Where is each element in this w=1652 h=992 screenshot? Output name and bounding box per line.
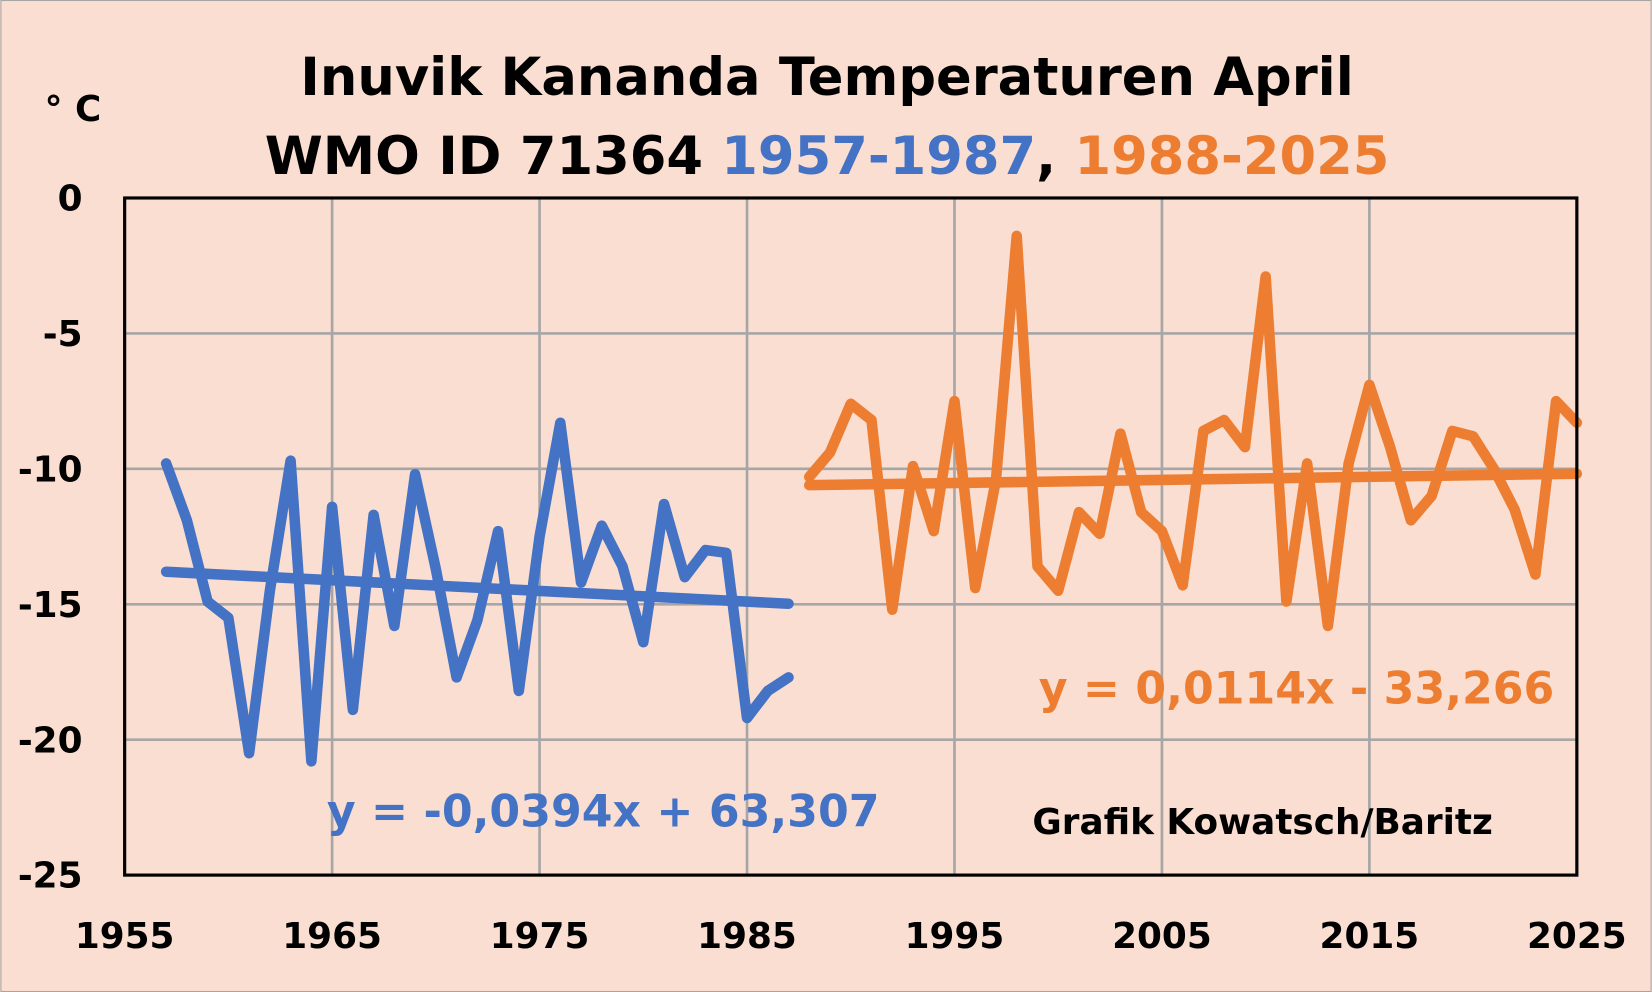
data-point xyxy=(369,510,378,520)
data-point xyxy=(1510,505,1519,514)
y-tick-label: -15 xyxy=(18,585,83,626)
data-point xyxy=(1282,597,1291,606)
data-point xyxy=(763,686,772,696)
tick-labels: 1955 1965 1975 1985 1995 2005 2015 2025 0 -5 -10 -1… xyxy=(18,179,1627,957)
data-point xyxy=(618,562,627,571)
data-point xyxy=(929,526,938,536)
data-point xyxy=(1240,442,1250,452)
x-tick-label: 1975 xyxy=(490,916,590,957)
data-point xyxy=(1323,621,1333,631)
credit-text: Grafik Kowatsch/Baritz xyxy=(1032,802,1492,843)
data-point xyxy=(701,545,710,555)
data-point xyxy=(1406,516,1416,525)
data-point xyxy=(1365,380,1374,390)
data-point xyxy=(182,516,192,525)
y-tick-label: -25 xyxy=(18,856,83,897)
data-point xyxy=(1551,396,1561,406)
data-point xyxy=(1261,272,1270,281)
x-tick-label: 1985 xyxy=(697,916,797,957)
data-point xyxy=(265,586,275,595)
data-point xyxy=(493,526,503,536)
series xyxy=(160,230,1583,767)
data-point xyxy=(950,396,959,406)
data-point xyxy=(452,673,461,682)
x-tick-label: 1955 xyxy=(75,916,175,957)
data-point xyxy=(1219,415,1229,425)
series-line-2 xyxy=(803,230,1583,632)
x-tick-label: 1965 xyxy=(282,916,382,957)
plot-frame xyxy=(123,196,1579,877)
data-point xyxy=(888,605,897,614)
data-point xyxy=(576,578,586,587)
data-point xyxy=(1385,442,1395,452)
y-axis-label: ° C xyxy=(45,89,102,130)
data-point xyxy=(307,757,316,766)
data-point xyxy=(1531,570,1540,579)
data-point xyxy=(535,532,544,541)
data-point xyxy=(825,448,835,457)
data-point xyxy=(203,597,212,606)
data-point xyxy=(867,415,876,425)
data-point xyxy=(556,418,565,427)
data-point xyxy=(846,399,855,409)
chart-title-line2: WMO ID 71364 1957-1987, 1988-2025 xyxy=(265,126,1390,187)
data-point xyxy=(971,583,980,593)
data-point xyxy=(514,686,524,696)
data-point xyxy=(1178,581,1187,590)
data-point xyxy=(1116,429,1125,438)
data-point xyxy=(1468,432,1478,441)
x-tick-label: 2005 xyxy=(1112,916,1212,957)
trend-label-1: y = -0,0394x + 63,307 xyxy=(327,787,880,838)
data-point xyxy=(224,613,233,623)
data-point xyxy=(244,749,254,758)
data-point xyxy=(327,502,337,511)
data-point xyxy=(1448,426,1457,436)
trend-label-2: y = 0,0114x - 33,266 xyxy=(1039,663,1555,714)
x-tick-label: 1995 xyxy=(905,916,1005,957)
data-point xyxy=(473,616,482,625)
data-point xyxy=(659,499,669,509)
chart-title-line1: Inuvik Kananda Temperaturen April xyxy=(300,47,1353,108)
y-tick-label: -5 xyxy=(43,314,83,355)
data-point xyxy=(1033,562,1042,571)
data-point xyxy=(1053,586,1063,595)
data-point xyxy=(286,456,295,465)
data-point xyxy=(784,673,793,682)
data-point xyxy=(1012,231,1021,241)
data-point xyxy=(639,637,648,647)
trend-line-2 xyxy=(803,468,1583,491)
data-point xyxy=(410,470,420,479)
data-point xyxy=(1157,526,1167,536)
data-point xyxy=(1074,507,1084,517)
data-point xyxy=(1136,507,1146,517)
x-tick-label: 2025 xyxy=(1527,916,1627,957)
data-point xyxy=(1344,459,1353,468)
data-point xyxy=(908,461,918,471)
data-point xyxy=(1095,529,1104,539)
data-point xyxy=(161,459,171,468)
trend-line-1 xyxy=(160,566,794,610)
title-range-2: 1988-2025 xyxy=(1075,126,1390,187)
data-point xyxy=(742,713,752,723)
x-tick-label: 2015 xyxy=(1320,916,1420,957)
data-point xyxy=(431,564,441,574)
data-point xyxy=(722,548,731,558)
y-tick-label: 0 xyxy=(58,179,83,220)
data-point xyxy=(1199,426,1208,436)
data-point xyxy=(1427,491,1436,501)
data-point xyxy=(597,521,607,530)
data-point xyxy=(1302,459,1312,468)
title-range-1: 1957-1987 xyxy=(721,126,1036,187)
title-prefix: WMO ID 71364 xyxy=(265,126,722,187)
title-separator: , xyxy=(1036,126,1074,187)
data-point xyxy=(390,621,399,631)
data-point xyxy=(680,572,689,582)
data-point xyxy=(348,705,358,715)
y-tick-label: -10 xyxy=(18,449,83,490)
y-tick-label: -20 xyxy=(18,720,83,761)
data-point xyxy=(805,472,814,482)
